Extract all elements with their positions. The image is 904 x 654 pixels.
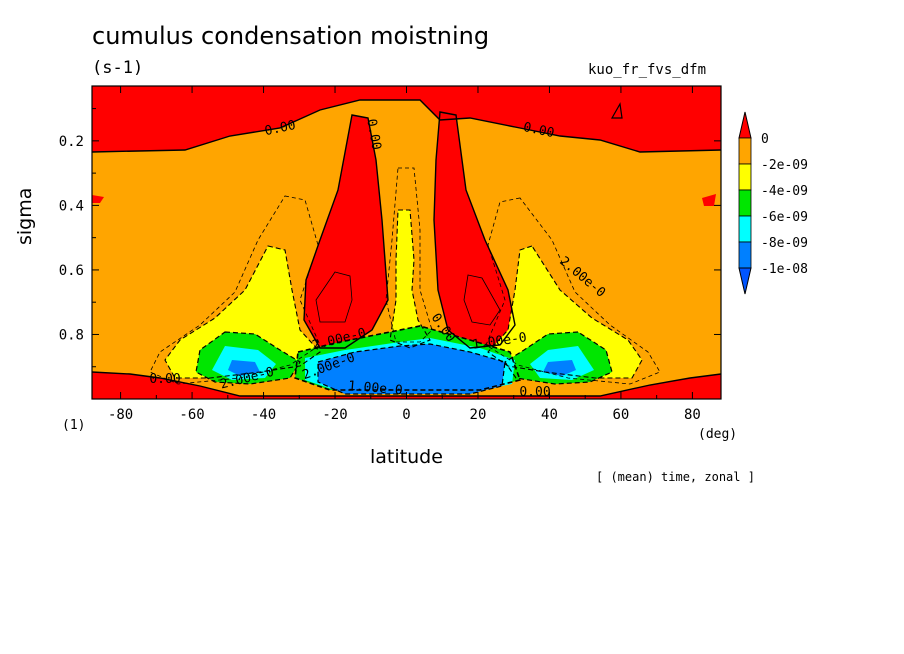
contour-label-1: 0.00 <box>363 118 383 151</box>
filled-contours <box>92 86 721 399</box>
colorbar-segment-4 <box>738 241 752 269</box>
region-red-spot-right <box>702 194 716 206</box>
contour-zero-bottom <box>92 371 721 397</box>
x-tick-label-6: 40 <box>541 407 558 423</box>
colorbar-segment-0 <box>738 137 752 165</box>
x-tick-label-3: -20 <box>322 407 347 423</box>
contour-dashed-core-inner <box>317 343 506 395</box>
region-red-tower-left <box>304 115 388 348</box>
x-axis: -80 -60 -40 -20 0 20 40 60 80 <box>108 86 701 423</box>
y-tick-label-0: 0.2 <box>59 134 84 150</box>
region-red-top <box>92 86 721 152</box>
contour-label-0: 0.00 <box>263 118 297 139</box>
x-tick-label-7: 60 <box>613 407 630 423</box>
region-blue-left-spot <box>228 360 260 376</box>
x-tick-label-0: -80 <box>108 407 133 423</box>
contour-dashed-yellow-right <box>487 245 643 379</box>
colorbar-label-2: -4e-09 <box>761 184 808 199</box>
contour-dashed-green-left <box>195 331 301 385</box>
region-yellow-right <box>488 246 642 378</box>
contour-dashed-outer-left <box>149 195 321 385</box>
x-tick-label-2: -40 <box>251 407 276 423</box>
region-yellow-left <box>165 246 320 378</box>
y-tick-label-2: 0.6 <box>59 263 84 279</box>
region-blue-right-spot <box>543 360 576 376</box>
colorbar-label-0: 0 <box>761 132 769 147</box>
y-axis: 0.2 0.4 0.6 0.8 <box>59 108 721 368</box>
region-red-spot-left <box>92 195 104 203</box>
colorbar-bottom-arrow <box>738 267 752 295</box>
contour-dashed-yellow-center <box>389 209 431 349</box>
contour-label-10: 0.00 <box>149 372 180 387</box>
region-yellow-center <box>390 210 430 348</box>
colorbar: 0 -2e-09 -4e-09 -6e-09 -8e-09 -1e-08 <box>738 111 808 295</box>
x-tick-label-8: 80 <box>684 407 701 423</box>
x-tick-label-5: 20 <box>470 407 487 423</box>
contour-label-9: 1.00e-0 <box>347 379 403 399</box>
contour-label-11: 0.00 <box>519 385 550 400</box>
colorbar-label-1: -2e-09 <box>761 158 808 173</box>
colorbar-label-4: -8e-09 <box>761 236 808 251</box>
region-red-bottom <box>92 372 721 399</box>
contour-tower-inner-left <box>315 271 353 323</box>
contour-tower-inner-right <box>463 274 501 326</box>
averaging-note: [ (mean) time, zonal ] <box>596 470 755 484</box>
region-blue-core <box>318 344 505 394</box>
units-label: (s-1) <box>92 58 144 78</box>
y-tick-label-3: 0.8 <box>59 327 84 343</box>
x-tick-label-1: -60 <box>179 407 204 423</box>
contour-label-2: 0.00 <box>522 120 556 141</box>
colorbar-segment-2 <box>738 189 752 217</box>
panel-number: (1) <box>62 418 86 433</box>
x-tick-label-4: 0 <box>402 407 410 423</box>
contour-dashed-green-right <box>504 331 613 385</box>
contour-zero-tower-left <box>303 114 389 349</box>
colorbar-label-3: -6e-09 <box>761 210 808 225</box>
contour-dashed-core <box>294 325 522 391</box>
contour-lines <box>92 99 721 397</box>
colorbar-segment-1 <box>738 163 752 191</box>
contour-dashed-center <box>385 167 433 343</box>
colorbar-top-arrow <box>738 111 752 139</box>
contour-zero-tower-right <box>433 111 516 349</box>
colorbar-segment-3 <box>738 215 752 243</box>
variable-name: kuo_fr_fvs_dfm <box>588 62 707 78</box>
x-axis-unit: (deg) <box>698 427 738 442</box>
contour-zero-top <box>92 99 721 153</box>
colorbar-label-5: -1e-08 <box>761 262 808 277</box>
x-axis-label: latitude <box>370 446 443 468</box>
contour-dashed-yellow-left <box>164 245 321 379</box>
region-red-tower-right <box>434 112 515 348</box>
contour-red-spot-top-right <box>610 102 623 119</box>
chart-title: cumulus condensation moistning <box>92 22 490 50</box>
contour-dashed-outer-right <box>485 197 661 385</box>
y-tick-label-1: 0.4 <box>59 198 84 214</box>
